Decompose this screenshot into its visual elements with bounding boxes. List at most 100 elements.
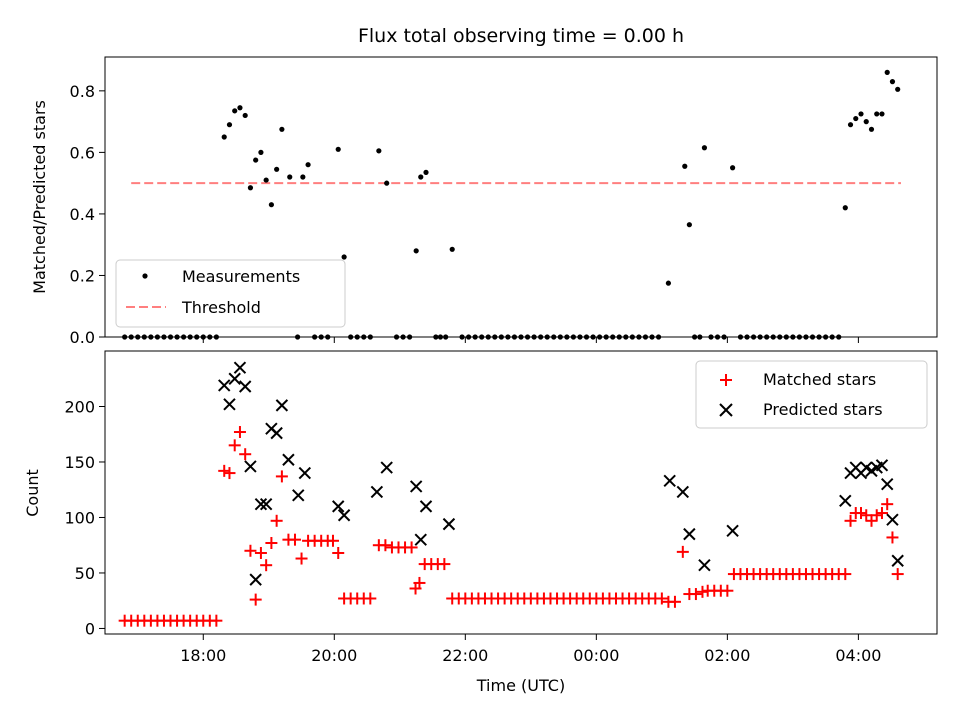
count-panel: 0 50 100 150 200 18:00 20:00 22:00 00:00 02:00 04… (23, 350, 938, 695)
ratio-legend: Measurements Threshold (115, 259, 346, 328)
predicted-star-point (875, 459, 889, 472)
ratio-y-tick-label: 0.6 (70, 143, 95, 162)
predicted-star-point (380, 461, 393, 474)
ratio-y-tick-label: 0.0 (70, 328, 95, 347)
matched-star-point (379, 539, 392, 552)
measurement-point (879, 111, 885, 117)
measurement-point (884, 69, 890, 75)
matched-star-point (228, 439, 241, 452)
legend-threshold-label: Threshold (181, 298, 261, 317)
matched-stars-series (118, 426, 904, 627)
measurement-point (682, 163, 688, 169)
count-legend-box (695, 360, 928, 429)
matched-star-point (855, 507, 868, 520)
predicted-star-point (419, 500, 433, 513)
matched-star-point (696, 585, 709, 598)
measurement-point (665, 280, 672, 286)
predicted-star-point (891, 554, 904, 567)
predicted-star-point (292, 489, 305, 502)
matched-star-point (260, 559, 273, 572)
measurement-point (895, 86, 901, 92)
predicted-star-point (259, 497, 273, 511)
predicted-star-point (298, 466, 312, 480)
predicted-star-point (282, 453, 295, 466)
matched-star-point (881, 498, 894, 511)
predicted-star-point (683, 527, 696, 541)
measurement-point (413, 248, 419, 254)
matched-star-point (210, 614, 223, 627)
count-y-tick-label: 50 (75, 564, 95, 583)
measurement-point (853, 115, 859, 122)
matched-star-point (891, 568, 904, 581)
predicted-star-point (414, 533, 427, 546)
matched-star-point (332, 546, 345, 559)
predicted-star-point (442, 517, 456, 531)
measurement-point (258, 149, 264, 155)
predicted-star-point (337, 509, 351, 522)
measurement-point (279, 126, 285, 132)
ratio-y-tick-label: 0.4 (70, 205, 95, 224)
matched-star-point (218, 464, 231, 477)
measurement-point (449, 246, 455, 252)
legend-predicted-label: Predicted stars (763, 400, 883, 419)
predicted-star-point (332, 500, 345, 513)
matched-star-point (244, 544, 257, 557)
legend-matched-marker (720, 374, 732, 386)
count-y-tick-label: 200 (64, 397, 95, 416)
matched-star-point (326, 534, 339, 547)
count-legend: Matched stars Predicted stars (695, 360, 928, 429)
measurement-point (268, 202, 274, 208)
predicted-stars-series (218, 361, 904, 586)
count-x-tick-label: 20:00 (311, 646, 357, 665)
chart-title: Flux total observing time = 0.00 h (358, 25, 684, 47)
predicted-star-point (370, 485, 384, 499)
count-y-tick-label: 150 (64, 453, 95, 472)
predicted-star-point (698, 558, 711, 572)
predicted-star-point (249, 573, 262, 586)
predicted-star-point (233, 361, 247, 374)
matched-star-point (438, 558, 451, 571)
matched-star-point (860, 509, 873, 522)
predicted-star-point (275, 399, 289, 412)
matched-star-point (364, 592, 377, 605)
ratio-axes-frame (104, 56, 938, 338)
measurement-point (226, 122, 233, 128)
predicted-star-point (218, 379, 231, 392)
measurement-point (287, 174, 293, 180)
legend-predicted-marker (719, 403, 733, 417)
legend-measurements-marker (142, 273, 148, 279)
measurement-point (247, 185, 254, 191)
count-axes-frame (104, 350, 938, 635)
matched-star-point (254, 546, 267, 559)
matched-star-point (405, 541, 418, 554)
count-x-tick-label: 18:00 (180, 646, 226, 665)
ratio-y-axis-label: Matched/Predicted stars (30, 100, 49, 294)
ratio-y-ticks: 0.0 0.2 0.4 0.6 0.8 (70, 82, 105, 347)
legend-matched-label: Matched stars (763, 370, 876, 389)
measurement-point (242, 112, 248, 119)
matched-star-point (676, 545, 689, 558)
measurement-point (305, 162, 311, 168)
predicted-star-point (244, 460, 257, 473)
x-axis-label: Time (UTC) (476, 676, 565, 695)
measurement-point (253, 157, 259, 163)
matched-star-point (689, 588, 702, 601)
matched-star-point (295, 552, 308, 565)
matched-star-point (668, 595, 681, 608)
measurement-point (858, 111, 864, 117)
predicted-star-point (886, 513, 899, 526)
matched-star-point (655, 592, 668, 605)
predicted-star-point (223, 398, 236, 411)
count-x-tick-label: 22:00 (442, 646, 488, 665)
matched-star-point (870, 509, 883, 522)
matched-star-point (239, 448, 252, 461)
measurement-point (701, 145, 708, 151)
matched-star-point (288, 533, 301, 546)
count-x-ticks: 18:00 20:00 22:00 00:00 02:00 04:00 (180, 634, 881, 665)
measurement-point (868, 126, 875, 132)
predicted-star-point (228, 372, 241, 385)
ratio-legend-box (115, 259, 346, 328)
count-x-tick-label: 02:00 (704, 646, 750, 665)
matched-star-point (265, 536, 278, 549)
matched-star-point (839, 568, 852, 581)
